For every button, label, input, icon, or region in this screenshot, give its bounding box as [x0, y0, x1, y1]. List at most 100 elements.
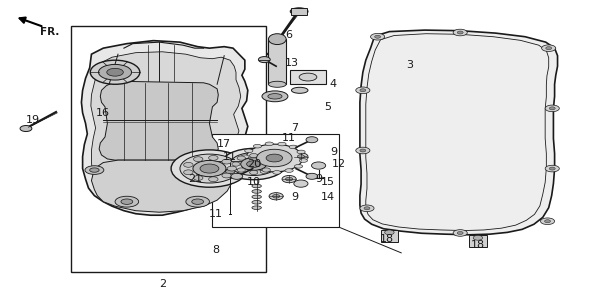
Ellipse shape	[290, 8, 308, 15]
Text: 20: 20	[247, 159, 261, 169]
Bar	[71, 26, 266, 272]
Text: 4: 4	[330, 79, 337, 89]
Ellipse shape	[258, 57, 270, 63]
Text: FR.: FR.	[41, 26, 60, 37]
Ellipse shape	[222, 173, 231, 178]
Ellipse shape	[306, 137, 318, 143]
Text: 16: 16	[96, 108, 110, 118]
Text: 17: 17	[217, 139, 231, 150]
Ellipse shape	[549, 167, 555, 170]
Ellipse shape	[291, 87, 308, 93]
Ellipse shape	[360, 89, 366, 92]
Polygon shape	[99, 81, 218, 160]
Ellipse shape	[222, 159, 231, 164]
Ellipse shape	[545, 220, 550, 223]
Ellipse shape	[549, 107, 555, 110]
Ellipse shape	[230, 153, 277, 175]
Ellipse shape	[253, 144, 261, 148]
Ellipse shape	[266, 154, 283, 162]
Text: 6: 6	[286, 29, 293, 40]
Text: 11: 11	[208, 209, 222, 219]
Text: 21: 21	[188, 174, 202, 184]
Ellipse shape	[262, 91, 288, 102]
Bar	[469, 235, 487, 247]
Ellipse shape	[453, 29, 467, 36]
Text: 3: 3	[407, 60, 414, 70]
Ellipse shape	[246, 144, 303, 172]
Ellipse shape	[545, 105, 559, 112]
Ellipse shape	[312, 162, 326, 169]
Text: 19: 19	[25, 115, 40, 126]
Bar	[212, 134, 339, 227]
Ellipse shape	[252, 200, 261, 204]
Ellipse shape	[250, 170, 258, 175]
Ellipse shape	[20, 126, 32, 132]
Bar	[268, 39, 286, 84]
Ellipse shape	[356, 87, 370, 94]
Ellipse shape	[183, 170, 193, 175]
Ellipse shape	[237, 168, 245, 172]
Ellipse shape	[286, 177, 293, 181]
Polygon shape	[360, 30, 558, 235]
Ellipse shape	[227, 166, 237, 171]
Ellipse shape	[294, 165, 303, 168]
Text: 9: 9	[330, 147, 337, 157]
Bar	[218, 161, 242, 169]
Ellipse shape	[171, 150, 248, 187]
Ellipse shape	[262, 156, 270, 160]
Text: 18: 18	[379, 234, 394, 244]
Ellipse shape	[221, 167, 240, 176]
Polygon shape	[91, 52, 241, 209]
Ellipse shape	[371, 33, 385, 40]
Ellipse shape	[299, 159, 307, 162]
Ellipse shape	[262, 168, 270, 172]
Ellipse shape	[473, 235, 483, 240]
Ellipse shape	[260, 170, 268, 173]
Ellipse shape	[299, 73, 317, 81]
Ellipse shape	[269, 193, 283, 200]
Ellipse shape	[273, 194, 280, 198]
Ellipse shape	[200, 164, 219, 173]
Ellipse shape	[294, 180, 308, 187]
Ellipse shape	[252, 195, 261, 199]
Ellipse shape	[225, 169, 235, 174]
Ellipse shape	[107, 68, 123, 76]
Text: 9: 9	[315, 174, 322, 184]
Ellipse shape	[257, 149, 292, 167]
Ellipse shape	[540, 218, 555, 225]
Ellipse shape	[545, 165, 559, 172]
Ellipse shape	[252, 190, 261, 193]
Ellipse shape	[364, 207, 370, 210]
Ellipse shape	[245, 149, 253, 153]
Ellipse shape	[453, 230, 467, 236]
Ellipse shape	[242, 161, 251, 165]
Ellipse shape	[241, 155, 249, 159]
Text: 7: 7	[291, 123, 299, 133]
Ellipse shape	[85, 166, 104, 174]
Ellipse shape	[121, 199, 133, 204]
Text: 15: 15	[320, 177, 335, 187]
FancyArrowPatch shape	[19, 17, 42, 26]
Ellipse shape	[209, 156, 218, 160]
Ellipse shape	[294, 153, 308, 160]
Text: 18: 18	[471, 240, 485, 250]
Text: 12: 12	[332, 159, 346, 169]
Ellipse shape	[115, 196, 139, 207]
Ellipse shape	[209, 177, 218, 182]
Ellipse shape	[297, 150, 305, 154]
Ellipse shape	[360, 205, 374, 212]
Ellipse shape	[457, 231, 463, 234]
Text: 11: 11	[223, 151, 237, 162]
Text: 10: 10	[247, 177, 261, 187]
Ellipse shape	[250, 154, 258, 158]
Ellipse shape	[542, 45, 556, 51]
Ellipse shape	[237, 156, 245, 160]
Ellipse shape	[385, 230, 394, 235]
Ellipse shape	[268, 81, 286, 87]
Ellipse shape	[268, 34, 286, 45]
Ellipse shape	[546, 47, 552, 50]
Ellipse shape	[289, 145, 297, 149]
Ellipse shape	[193, 160, 226, 177]
Bar	[381, 230, 398, 242]
Ellipse shape	[186, 196, 209, 207]
